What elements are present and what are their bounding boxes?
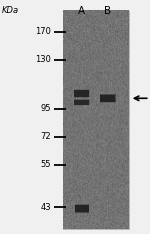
Bar <box>74 89 90 98</box>
Bar <box>74 89 90 98</box>
Bar <box>75 204 89 213</box>
Bar <box>74 100 89 105</box>
Bar <box>100 95 116 102</box>
Bar <box>75 205 89 213</box>
Bar <box>74 99 90 106</box>
Bar <box>100 94 116 103</box>
Bar <box>75 205 88 212</box>
Text: 95: 95 <box>40 104 51 113</box>
Bar <box>75 205 89 213</box>
Bar <box>100 93 116 103</box>
Bar <box>74 90 90 97</box>
Bar <box>100 94 116 102</box>
Text: 55: 55 <box>40 161 51 169</box>
Bar <box>74 90 89 97</box>
Text: KDa: KDa <box>2 6 19 15</box>
Bar <box>74 204 89 214</box>
Bar <box>100 95 116 102</box>
Text: 72: 72 <box>40 132 51 141</box>
Bar <box>74 89 90 98</box>
Bar <box>74 99 90 106</box>
Bar <box>74 90 89 97</box>
Bar <box>74 100 89 105</box>
Text: A: A <box>78 6 85 16</box>
Bar <box>74 99 90 106</box>
Bar <box>100 95 116 102</box>
Text: 43: 43 <box>40 203 51 212</box>
Bar <box>74 99 90 105</box>
Bar <box>75 205 88 212</box>
Text: B: B <box>104 6 112 16</box>
Bar <box>75 204 89 214</box>
Text: 170: 170 <box>35 27 51 36</box>
Text: 130: 130 <box>35 55 51 64</box>
Bar <box>74 100 89 105</box>
Bar <box>100 94 116 103</box>
Bar <box>63 11 129 229</box>
Bar <box>74 90 89 97</box>
